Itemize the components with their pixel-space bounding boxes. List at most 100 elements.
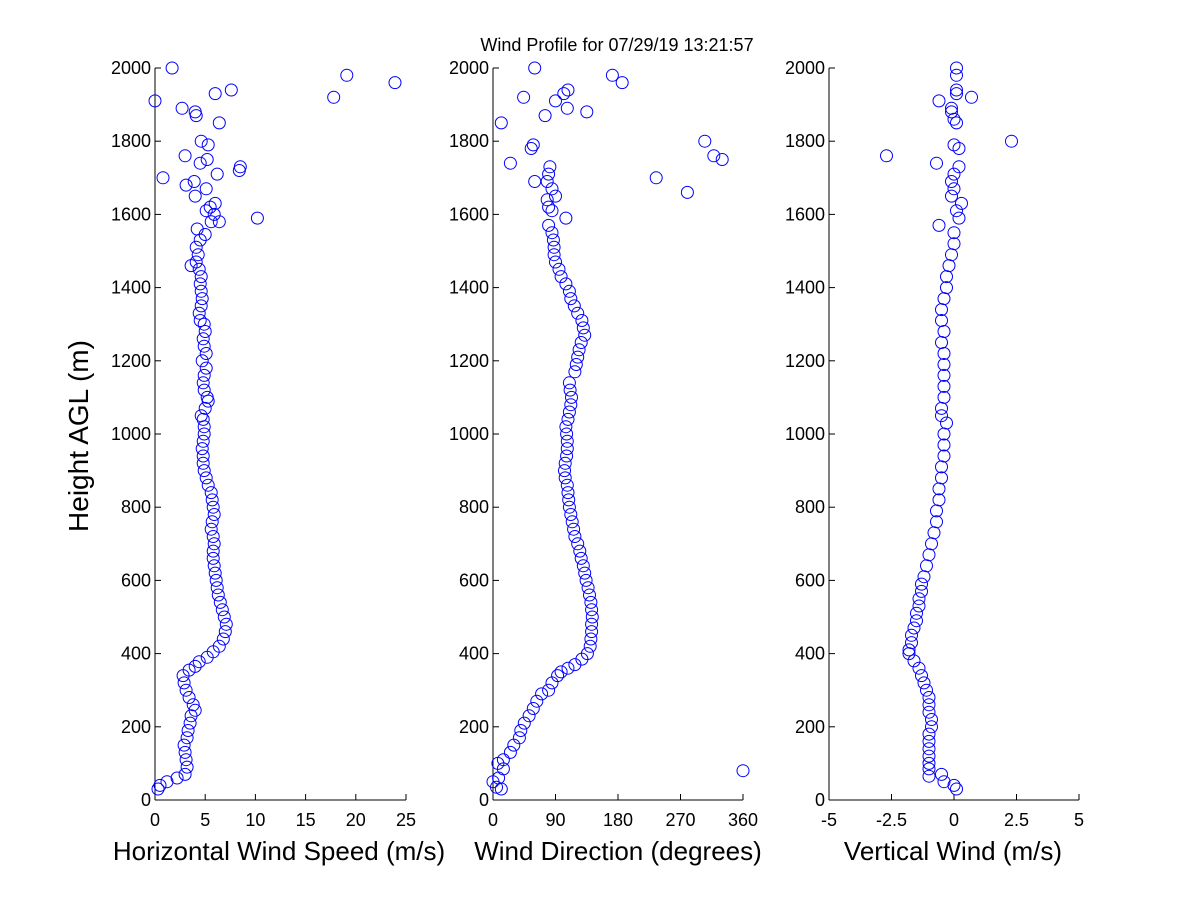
panel-horizontal-wind-speed-data-point (200, 153, 214, 166)
panel-horizontal-wind-speed-data-point (212, 215, 226, 229)
panel-vertical-wind-data-point (947, 226, 961, 240)
panel-wind-direction-y-tick-label: 1800 (449, 131, 489, 151)
panel-wind-direction-data-point (579, 573, 593, 587)
panel-vertical-wind-data-point (950, 204, 963, 218)
panel-horizontal-wind-speed-data-point (189, 240, 203, 254)
figure-title: Wind Profile for 07/29/19 13:21:57 (480, 35, 753, 55)
panel-wind-direction-data-point (562, 493, 576, 507)
panel-wind-direction-data-point (574, 551, 588, 565)
panel-horizontal-wind-speed-data-point (192, 306, 206, 320)
panel-wind-direction-data-point (585, 610, 599, 624)
panel-horizontal-wind-speed-data-point (197, 464, 211, 478)
panel-horizontal-wind-speed-data-point (209, 573, 223, 587)
panel-horizontal-wind-speed-y-tick-label: 0 (141, 790, 151, 810)
panel-vertical-wind-data-point (950, 87, 963, 101)
panel-horizontal-wind-speed-data-point (192, 262, 206, 276)
panel-wind-direction-data-point (565, 515, 579, 529)
panel-vertical-wind-data-point (922, 698, 936, 712)
panel-vertical-wind-data-point (945, 175, 958, 188)
panel-vertical-wind-data-point (1005, 134, 1018, 148)
panel-horizontal-wind-speed-y-tick-label: 1000 (111, 424, 151, 444)
panel-horizontal-wind-speed-data-point (194, 134, 208, 148)
panel-horizontal-wind-speed-data-point (178, 745, 192, 759)
panel-vertical-wind-data-point (947, 237, 961, 251)
panel-vertical-wind-data-point (947, 112, 961, 126)
panel-horizontal-wind-speed-data-point (195, 292, 209, 306)
panel-wind-direction-data-point (576, 559, 590, 573)
panel-horizontal-wind-speed-data-point (180, 731, 194, 745)
panel-vertical-wind-y-tick-label: 800 (795, 497, 825, 517)
panel-horizontal-wind-speed-data-point (215, 603, 229, 617)
panel-wind-direction-y-tick-label: 600 (459, 570, 489, 590)
panel-horizontal-wind-speed-y-tick-label: 1400 (111, 278, 151, 298)
panel-wind-direction-data-point (583, 639, 597, 653)
panel-vertical-wind-data-point (922, 705, 936, 719)
panel-vertical-wind-data-point (932, 218, 946, 232)
panel-wind-direction-data-point (524, 142, 538, 155)
panel-horizontal-wind-speed-data-point (188, 189, 202, 203)
panel-wind-direction-data-point (615, 76, 629, 90)
panel-wind-direction-data-point (517, 716, 531, 730)
panel-vertical-wind-x-tick-label: 2.5 (1004, 810, 1029, 830)
panel-wind-direction-data-point (562, 405, 576, 419)
panel-vertical-wind-data-point (937, 379, 951, 393)
panel-horizontal-wind-speed-data-point (194, 284, 208, 298)
panel-horizontal-wind-speed-data-point (191, 248, 205, 262)
panel-vertical-wind-data-point (930, 515, 943, 529)
panel-vertical-wind-data-point (917, 570, 931, 584)
panel-wind-direction-x-tick-label: 0 (488, 810, 498, 830)
panel-horizontal-wind-speed-data-point (205, 493, 219, 507)
figure-y-axis-label: Height AGL (m) (63, 340, 94, 532)
panel-wind-direction-x-label: Wind Direction (degrees) (474, 836, 762, 866)
panel-vertical-wind-data-point (950, 83, 963, 97)
panel-wind-direction-data-point (562, 376, 576, 390)
panel-vertical-wind-data-point (922, 691, 936, 704)
panel-vertical-wind-data-point (905, 636, 918, 650)
panel-wind-direction-data-point (558, 464, 571, 478)
panel-vertical-wind-data-point (947, 182, 961, 196)
panel-horizontal-wind-speed-data-point (208, 87, 222, 101)
panel-wind-direction-data-point (567, 522, 581, 536)
panel-wind-direction-y-tick-label: 200 (459, 717, 489, 737)
panel-wind-direction-data-point (538, 109, 552, 123)
panel-horizontal-wind-speed-data-point (207, 559, 221, 573)
panel-wind-direction-x-tick-label: 270 (665, 810, 695, 830)
panel-wind-direction-data-point (528, 61, 542, 75)
panel-wind-direction-data-point (585, 625, 599, 639)
panel-vertical-wind-data-point (937, 449, 951, 463)
panel-wind-direction-data-point (563, 383, 577, 397)
panel-vertical-wind-data-point (920, 683, 933, 697)
panel-horizontal-wind-speed-x-label: Horizontal Wind Speed (m/s) (113, 836, 445, 866)
panel-vertical-wind-y-tick-label: 600 (795, 570, 825, 590)
panel-horizontal-wind-speed-data-point (179, 178, 193, 192)
panel-horizontal-wind-speed-data-point (170, 771, 184, 785)
panel-horizontal-wind-speed-data-point (182, 663, 196, 677)
panel-wind-direction-y-tick-label: 1200 (449, 351, 489, 371)
panel-vertical-wind-data-point (935, 409, 948, 423)
panel-horizontal-wind-speed-data-point (196, 434, 210, 448)
panel-vertical-wind-data-point (922, 749, 936, 763)
panel-horizontal-wind-speed-data-point (197, 427, 211, 441)
panel-horizontal-wind-speed-data-point (199, 182, 213, 196)
panel-vertical-wind-data-point (950, 68, 963, 82)
panel-wind-direction-data-point (517, 90, 531, 104)
panel-wind-direction-data-point (572, 343, 586, 357)
panel-horizontal-wind-speed-data-point (196, 412, 210, 426)
panel-wind-direction-data-point (564, 508, 578, 521)
panel-wind-direction-y-tick-label: 800 (459, 497, 489, 517)
panel-wind-direction-data-point (573, 544, 587, 558)
panel-horizontal-wind-speed-data-point (207, 508, 221, 521)
panel-horizontal-wind-speed-data-point (218, 625, 232, 639)
panel-horizontal-wind-speed-x-tick-label: 5 (200, 810, 210, 830)
panel-vertical-wind-x-tick-label: 5 (1074, 810, 1084, 830)
panel-wind-direction-data-point (564, 398, 578, 412)
panel-wind-direction-data-point (503, 156, 517, 170)
panel-vertical-wind-data-point (922, 727, 936, 741)
panel-wind-direction-data-point (564, 292, 578, 306)
panel-vertical-wind-data-point (947, 167, 961, 181)
panel-wind-direction-data-point (552, 262, 566, 276)
panel-horizontal-wind-speed-data-point (213, 595, 227, 609)
panel-horizontal-wind-speed: Horizontal Wind Speed (m/s) 020040060080… (111, 58, 445, 866)
panel-horizontal-wind-speed-data-point (217, 610, 231, 624)
panel-horizontal-wind-speed-data-point (206, 544, 220, 558)
